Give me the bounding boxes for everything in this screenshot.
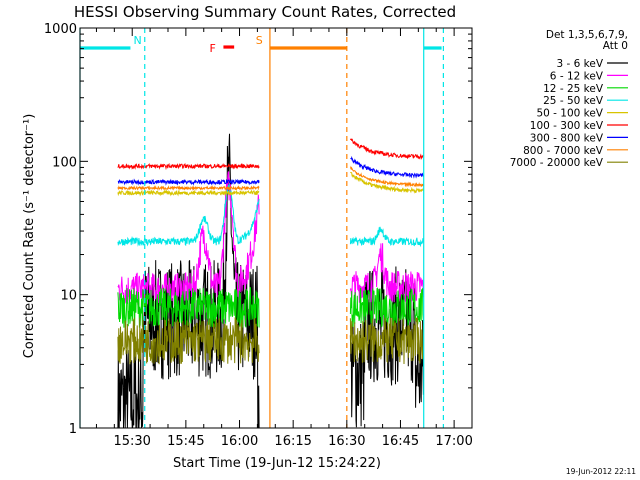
- series-line-7-seg-2: [350, 155, 424, 179]
- x-tick-label: 16:00: [221, 434, 258, 449]
- series-line-9-seg-2: [349, 317, 424, 365]
- series-line-8-seg-1: [117, 184, 260, 192]
- legend-header-1: Det 1,3,5,6,7,9,: [546, 29, 628, 41]
- x-axis-label: Start Time (19-Jun-12 15:24:22): [173, 456, 381, 471]
- series-line-2-seg-1: [117, 171, 260, 306]
- axis-layer: 15:30 15:45 16:00 16:15 16:30 16:45 17:00 1 10 10…: [44, 22, 473, 449]
- series-layer: [117, 133, 424, 428]
- legend-label-3: 12 - 25 keV: [543, 83, 604, 95]
- series-line-5-seg-1: [117, 189, 260, 197]
- legend-label-7: 300 - 800 keV: [530, 132, 604, 144]
- legend-label-8: 800 - 7000 keV: [523, 145, 604, 157]
- series-line-7-seg-1: [117, 178, 260, 186]
- chart-title: HESSI Observing Summary Count Rates, Cor…: [74, 3, 456, 21]
- series-line-3-seg-2: [349, 286, 424, 328]
- series-line-9-seg-1: [117, 317, 260, 365]
- marker-label-1: N: [133, 34, 141, 47]
- legend-label-1: 3 - 6 keV: [556, 58, 603, 70]
- plot-frame: [79, 27, 473, 429]
- series-line-4-seg-2: [349, 226, 424, 248]
- timestamp-label: 19-Jun-2012 22:11: [566, 467, 636, 476]
- series-line-8-seg-2: [349, 165, 424, 188]
- y-axis-label: Corrected Count Rate (s⁻¹ detector⁻¹): [22, 114, 37, 359]
- x-tick-label: 15:30: [113, 434, 150, 449]
- series-line-3-seg-1: [117, 286, 260, 328]
- marker-label-7: F: [210, 42, 216, 55]
- series-line-4-seg-1: [117, 182, 260, 247]
- y-tick-label: 100: [52, 155, 77, 170]
- legend-label-2: 6 - 12 keV: [550, 70, 604, 82]
- y-tick-label: 1000: [44, 22, 77, 37]
- series-line-6-seg-1: [117, 162, 260, 171]
- legend-label-4: 25 - 50 keV: [543, 95, 604, 107]
- y-tick-label: 1: [69, 422, 77, 437]
- x-tick-label: 16:45: [382, 434, 419, 449]
- legend-label-6: 100 - 300 keV: [530, 120, 604, 132]
- legend-label-9: 7000 - 20000 keV: [510, 157, 604, 169]
- marker-label-5: S: [256, 34, 263, 47]
- x-tick-label: 17:00: [435, 434, 472, 449]
- y-tick-label: 10: [60, 289, 77, 304]
- legend-label-5: 50 - 100 keV: [536, 108, 603, 120]
- x-tick-label: 15:45: [167, 434, 204, 449]
- legend-header-2: Att 0: [603, 40, 628, 52]
- series-line-5-seg-2: [350, 171, 424, 194]
- series-line-6-seg-2: [349, 138, 424, 160]
- x-tick-label: 16:30: [328, 434, 365, 449]
- x-tick-label: 16:15: [274, 434, 311, 449]
